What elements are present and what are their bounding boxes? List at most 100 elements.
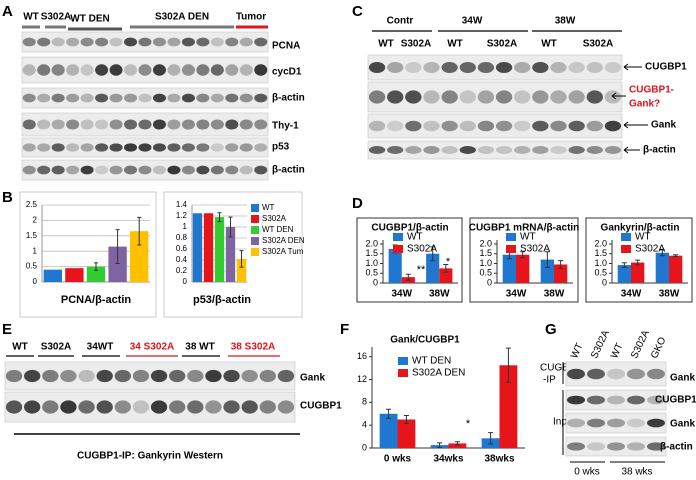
blot-band <box>132 369 150 383</box>
blot-band <box>627 442 645 451</box>
blot-band <box>196 119 210 130</box>
group-label: Contr <box>387 16 414 27</box>
group-label: 0 wks <box>574 467 600 478</box>
y-tick-label: 1 <box>183 222 188 231</box>
blot-band <box>459 90 476 104</box>
blot-band <box>205 400 222 414</box>
legend-label: WT <box>520 232 536 243</box>
blot <box>367 54 623 81</box>
blot-band <box>495 120 513 132</box>
blot-band <box>150 400 168 414</box>
bar <box>655 252 669 283</box>
panel-letter: C <box>352 3 363 20</box>
blot-band <box>550 62 567 73</box>
blot-band <box>37 119 51 130</box>
blot-band <box>441 120 458 132</box>
blot-band <box>210 165 224 175</box>
blot <box>565 412 667 434</box>
blot-band <box>109 64 123 76</box>
blot-band <box>495 62 513 73</box>
blot-band <box>586 62 603 73</box>
bar <box>499 365 518 448</box>
blot-band <box>254 143 268 152</box>
y-tick-label: 12 <box>357 374 367 384</box>
blot-band <box>514 120 531 132</box>
blot-band <box>78 400 95 414</box>
blot-band <box>405 90 422 104</box>
y-tick-label: 4 <box>362 420 367 430</box>
blot-band <box>196 64 210 76</box>
blot-band <box>96 400 113 414</box>
legend-swatch <box>398 369 408 377</box>
legend-swatch <box>506 245 516 253</box>
blot-band <box>80 143 94 152</box>
blot-band <box>514 146 531 154</box>
bar <box>214 217 225 282</box>
blot-band <box>368 120 386 132</box>
blot <box>21 159 269 181</box>
blot-band <box>22 143 36 152</box>
blot-band <box>532 146 549 154</box>
blot-band <box>627 368 645 380</box>
y-tick-label: 0.2 <box>176 266 188 275</box>
error-bar <box>403 414 409 424</box>
blot-band <box>181 165 195 175</box>
blot-band <box>150 369 168 383</box>
blot-band <box>259 400 276 414</box>
blot-label: β-actin <box>660 442 693 453</box>
y-tick-label: 1.0 <box>365 258 378 268</box>
side-label: Input <box>553 417 575 428</box>
blot-band <box>181 93 195 103</box>
legend-swatch <box>251 204 259 212</box>
error-bar <box>659 249 665 257</box>
blot-label: Gank <box>300 373 325 384</box>
x-tick-label: 38W <box>544 289 565 300</box>
legend-label: S302A <box>407 244 437 255</box>
blot-band <box>167 37 181 47</box>
blot-band <box>95 143 109 152</box>
blot-band <box>210 93 224 103</box>
lane-label: GKO <box>649 335 668 360</box>
error-bar <box>454 441 460 446</box>
blot-band <box>124 93 138 103</box>
blot-band <box>532 62 549 73</box>
blot-band <box>95 93 109 103</box>
blot-band <box>37 143 51 152</box>
y-tick-label: 1.5 <box>479 248 492 258</box>
blot-band <box>459 120 476 132</box>
blot-band <box>405 146 422 154</box>
blot-band <box>259 369 276 383</box>
blot-label: Thy-1 <box>272 121 299 132</box>
legend-label: S302A Tum <box>262 247 304 256</box>
panel-letter: F <box>340 321 349 338</box>
blot-band <box>51 165 65 175</box>
error-bar <box>488 432 494 445</box>
blot-band <box>532 120 549 132</box>
arrow <box>623 121 629 126</box>
blot-band <box>95 37 109 47</box>
y-tick-label: 1.5 <box>365 248 378 258</box>
blot-band <box>368 90 386 104</box>
blot-band <box>550 90 567 104</box>
blot-band <box>42 400 59 414</box>
bar <box>65 268 84 282</box>
blot-band <box>607 442 625 451</box>
blot-band <box>423 62 440 73</box>
blot-band <box>223 369 240 383</box>
y-tick-label: 1.0 <box>594 258 607 268</box>
y-tick-label: 2.5 <box>26 200 38 209</box>
blot-band <box>550 120 567 132</box>
blot-label: Gank <box>670 419 695 430</box>
panel-letter: A <box>2 3 13 20</box>
bar <box>669 255 683 283</box>
error-bar <box>520 251 526 259</box>
bar <box>617 265 631 283</box>
lane-label: 34WT <box>87 342 114 353</box>
y-tick-label: 0.6 <box>176 244 188 253</box>
legend-label: S302A <box>520 244 550 255</box>
blot-band <box>80 93 94 103</box>
group-label: WT <box>23 12 39 23</box>
blot-band <box>181 119 195 130</box>
bar <box>130 231 149 282</box>
blot-band <box>225 165 239 175</box>
